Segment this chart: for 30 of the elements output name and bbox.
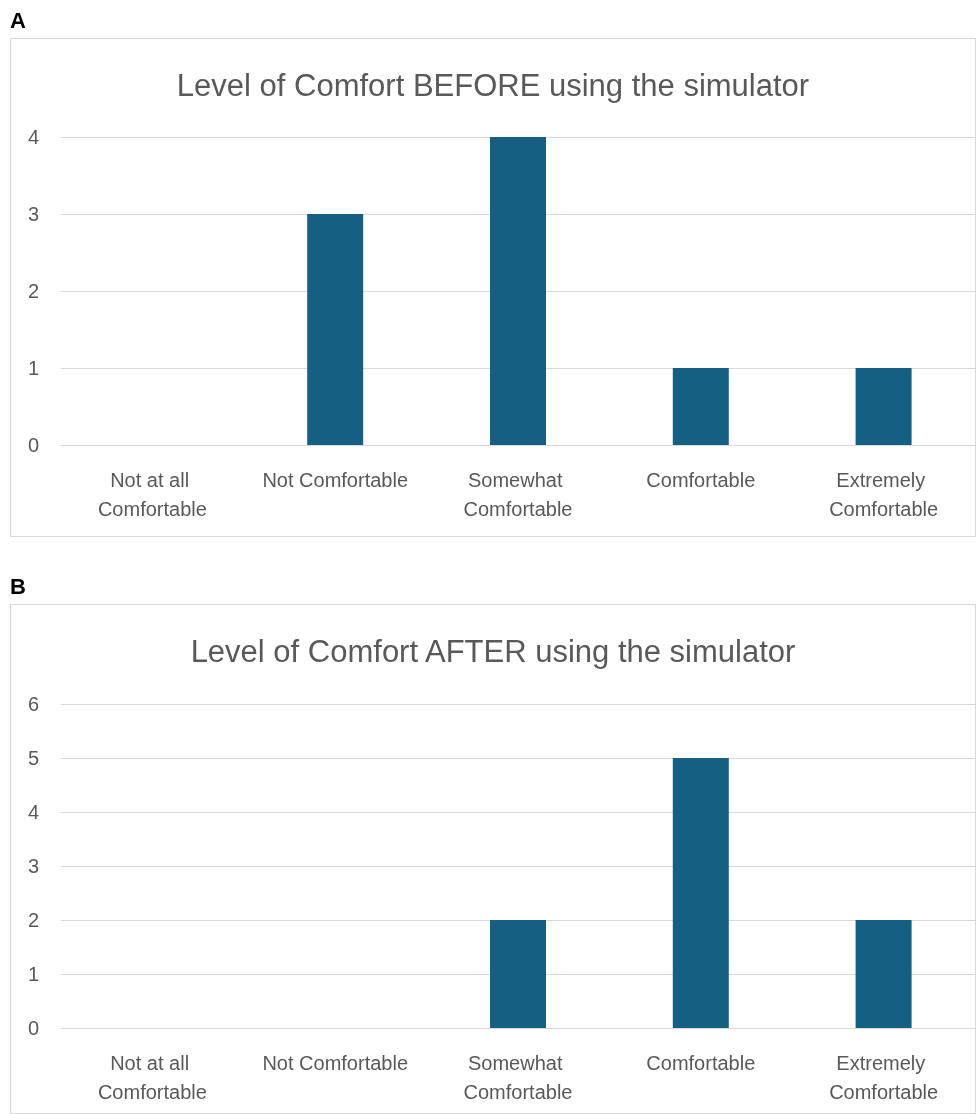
y-tick-label: 4 — [27, 801, 39, 823]
chart-title: Level of Comfort BEFORE using the simulator — [176, 68, 810, 103]
y-tick-label: 3 — [27, 203, 39, 225]
y-tick-label: 4 — [27, 126, 39, 148]
chart-title: Level of Comfort AFTER using the simulator — [190, 634, 796, 669]
x-tick-label: Not at all Comfortable — [97, 1051, 207, 1103]
x-tick-label: Comfortable — [646, 1051, 756, 1074]
x-tick-label: Comfortable — [646, 468, 756, 491]
bar — [855, 368, 912, 445]
y-tick-label: 2 — [27, 280, 39, 302]
y-tick-label: 1 — [27, 357, 39, 379]
y-tick-label: 3 — [27, 855, 39, 877]
y-tick-label: 0 — [27, 1017, 39, 1039]
y-tick-label: 1 — [27, 963, 39, 985]
x-tick-label: Not Comfortable — [262, 1051, 409, 1074]
y-tick-label: 0 — [27, 434, 39, 456]
y-tick-label: 6 — [27, 693, 39, 715]
x-tick-label: Somewhat Comfortable — [463, 468, 573, 520]
bar — [672, 368, 729, 445]
x-tick-label: Not at all Comfortable — [97, 468, 207, 520]
x-tick-label: Extremely Comfortable — [829, 468, 939, 520]
x-tick-label: Not Comfortable — [262, 468, 409, 491]
x-tick-label: Somewhat Comfortable — [463, 1051, 573, 1103]
bar — [490, 137, 546, 445]
bar — [307, 214, 364, 445]
text: B — [10, 574, 26, 600]
y-tick-label: 5 — [27, 747, 39, 769]
x-tick-label: Extremely Comfortable — [829, 1051, 939, 1103]
text: A — [10, 8, 26, 34]
y-tick-label: 2 — [27, 909, 39, 931]
